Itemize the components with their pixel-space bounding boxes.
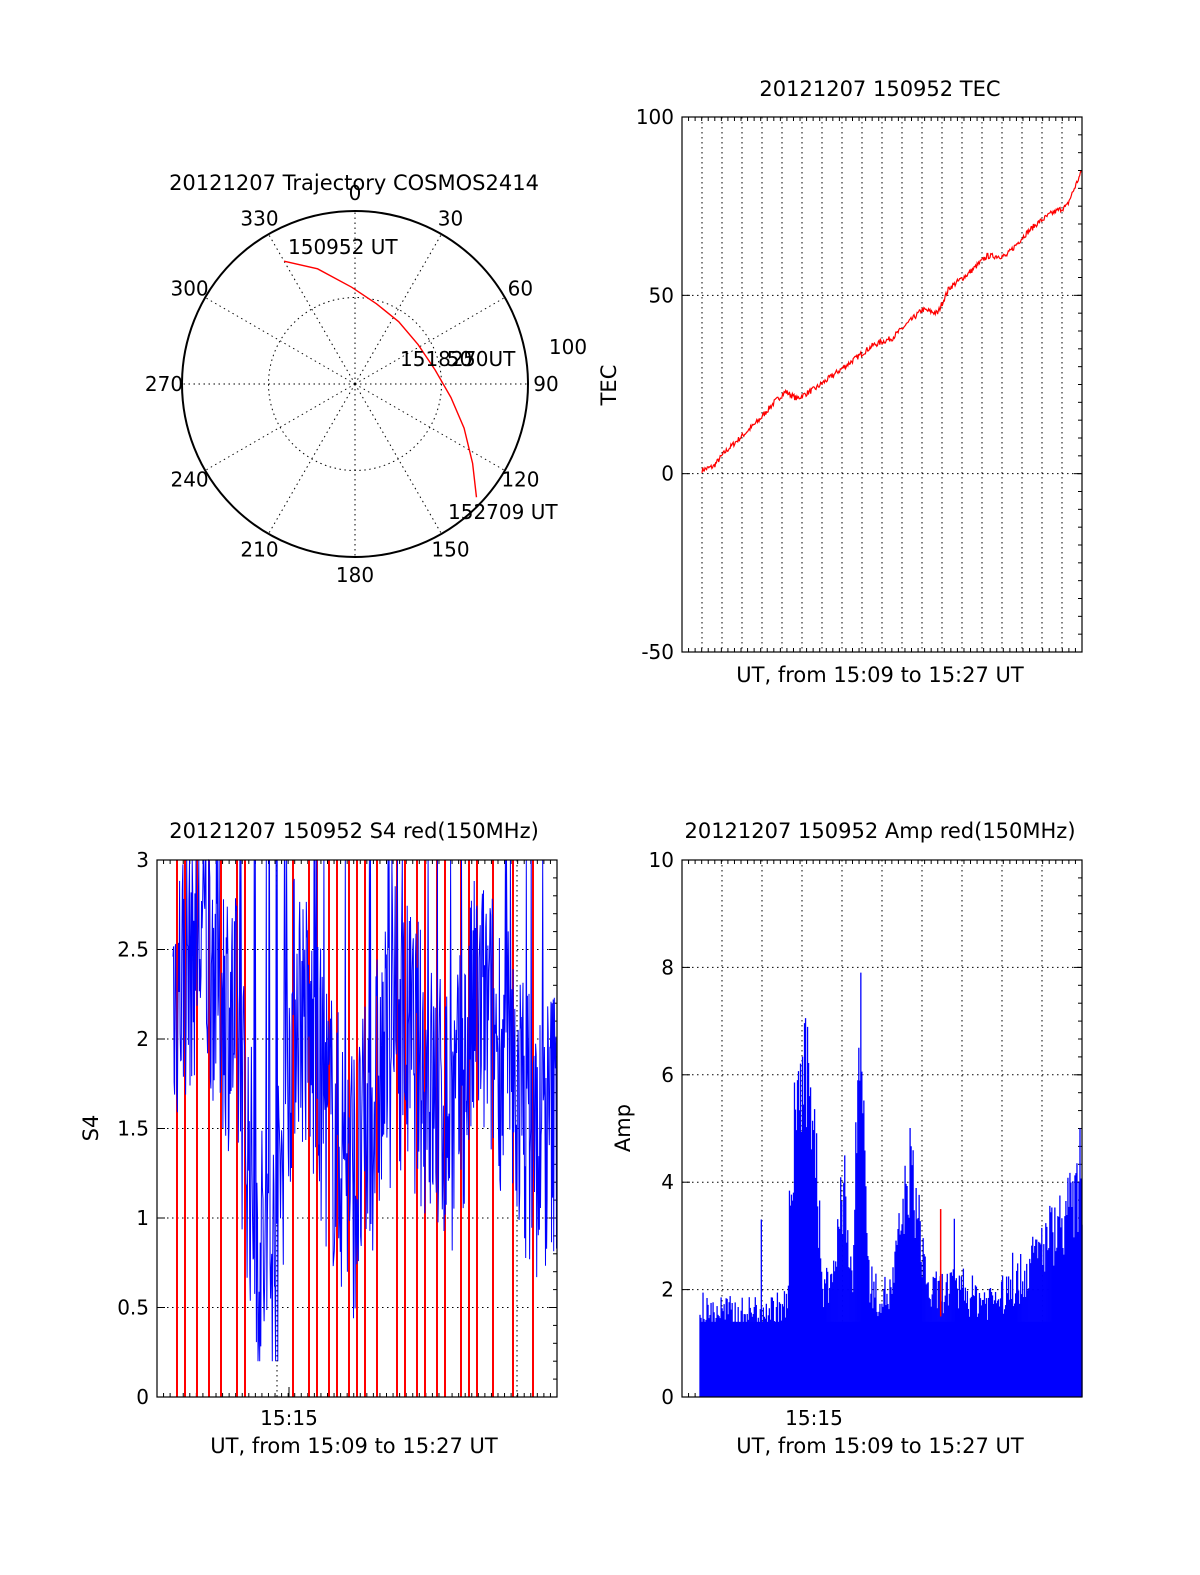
y-tick-label: 1.5	[117, 1117, 149, 1141]
polar-spoke	[354, 383, 506, 471]
s4-panel: 20121207 150952 S4 red(150MHz) UT, from …	[79, 819, 558, 1458]
amp-plot-frame	[681, 859, 1083, 1398]
amp-y-axis-label: Amp	[611, 1104, 635, 1152]
y-tick-label: 10	[649, 848, 674, 872]
polar-outer-circle	[181, 210, 529, 558]
x-tick-label: 15:15	[785, 1406, 843, 1430]
azimuth-label: 150	[431, 537, 469, 561]
trajectory-panel: 20121207 Trajectory COSMOS2414 0 30 60 90 12…	[145, 171, 587, 587]
tec-panel: 20121207 150952 TEC UT, from 15:09 to 15…	[597, 77, 1083, 687]
azimuth-label: 330	[240, 207, 278, 231]
y-tick-label: 100	[636, 105, 674, 129]
y-tick-label: 8	[661, 955, 674, 979]
tec-title: 20121207 150952 TEC	[759, 77, 1000, 101]
polar-spoke	[354, 297, 506, 385]
s4-blue-series	[172, 859, 558, 1362]
y-tick-label: 0	[661, 1385, 674, 1409]
azimuth-label: 90	[533, 372, 558, 396]
time-annotation: 152709 UT	[448, 500, 558, 524]
y-tick-label: 0	[661, 462, 674, 486]
amp-title: 20121207 150952 Amp red(150MHz)	[684, 819, 1075, 843]
azimuth-label: 270	[145, 372, 183, 396]
y-tick-label: 2	[136, 1027, 149, 1051]
azimuth-label: 210	[240, 537, 278, 561]
time-annotation: 151827	[400, 347, 476, 371]
azimuth-label: 180	[336, 563, 374, 587]
radial-label: 100	[549, 335, 587, 359]
y-tick-label: 4	[661, 1170, 674, 1194]
time-annotation: 150952 UT	[288, 235, 398, 259]
azimuth-label: 60	[508, 277, 533, 301]
polar-spoke	[268, 233, 356, 385]
y-tick-label: 3	[136, 848, 149, 872]
time-annotation: 50UT	[463, 347, 516, 371]
radial-label: 50	[447, 347, 472, 371]
polar-spoke	[204, 297, 356, 385]
tec-plot-frame	[681, 116, 1083, 653]
tec-y-axis-label: TEC	[597, 365, 621, 407]
y-tick-label: 6	[661, 1063, 674, 1087]
y-tick-label: 2.5	[117, 938, 149, 962]
azimuth-label: 30	[438, 207, 463, 231]
amp-panel: 20121207 150952 Amp red(150MHz) UT, from…	[611, 819, 1083, 1458]
tec-series-line	[701, 170, 1083, 474]
polar-spoke	[268, 383, 356, 535]
trajectory-title: 20121207 Trajectory COSMOS2414	[169, 171, 539, 195]
s4-y-axis-label: S4	[79, 1115, 103, 1142]
tec-x-axis-label: UT, from 15:09 to 15:27 UT	[736, 663, 1024, 687]
azimuth-label: 240	[170, 468, 208, 492]
trajectory-line	[283, 260, 478, 498]
azimuth-label: 300	[170, 277, 208, 301]
amp-bar-mass	[700, 1321, 1082, 1397]
y-tick-label: 0	[136, 1385, 149, 1409]
s4-plot-frame	[156, 859, 558, 1398]
s4-x-axis-label: UT, from 15:09 to 15:27 UT	[210, 1434, 498, 1458]
y-tick-label: 0.5	[117, 1296, 149, 1320]
polar-spoke	[354, 383, 442, 535]
polar-spoke	[204, 383, 356, 471]
polar-spoke	[354, 233, 442, 385]
y-tick-label: 1	[136, 1206, 149, 1230]
azimuth-label: 0	[349, 181, 362, 205]
amp-x-axis-label: UT, from 15:09 to 15:27 UT	[736, 1434, 1024, 1458]
y-tick-label: -50	[641, 640, 674, 664]
y-tick-label: 2	[661, 1278, 674, 1302]
x-tick-label: 15:15	[260, 1406, 318, 1430]
azimuth-label: 120	[501, 468, 539, 492]
s4-title: 20121207 150952 S4 red(150MHz)	[169, 819, 539, 843]
y-tick-label: 50	[649, 283, 674, 307]
